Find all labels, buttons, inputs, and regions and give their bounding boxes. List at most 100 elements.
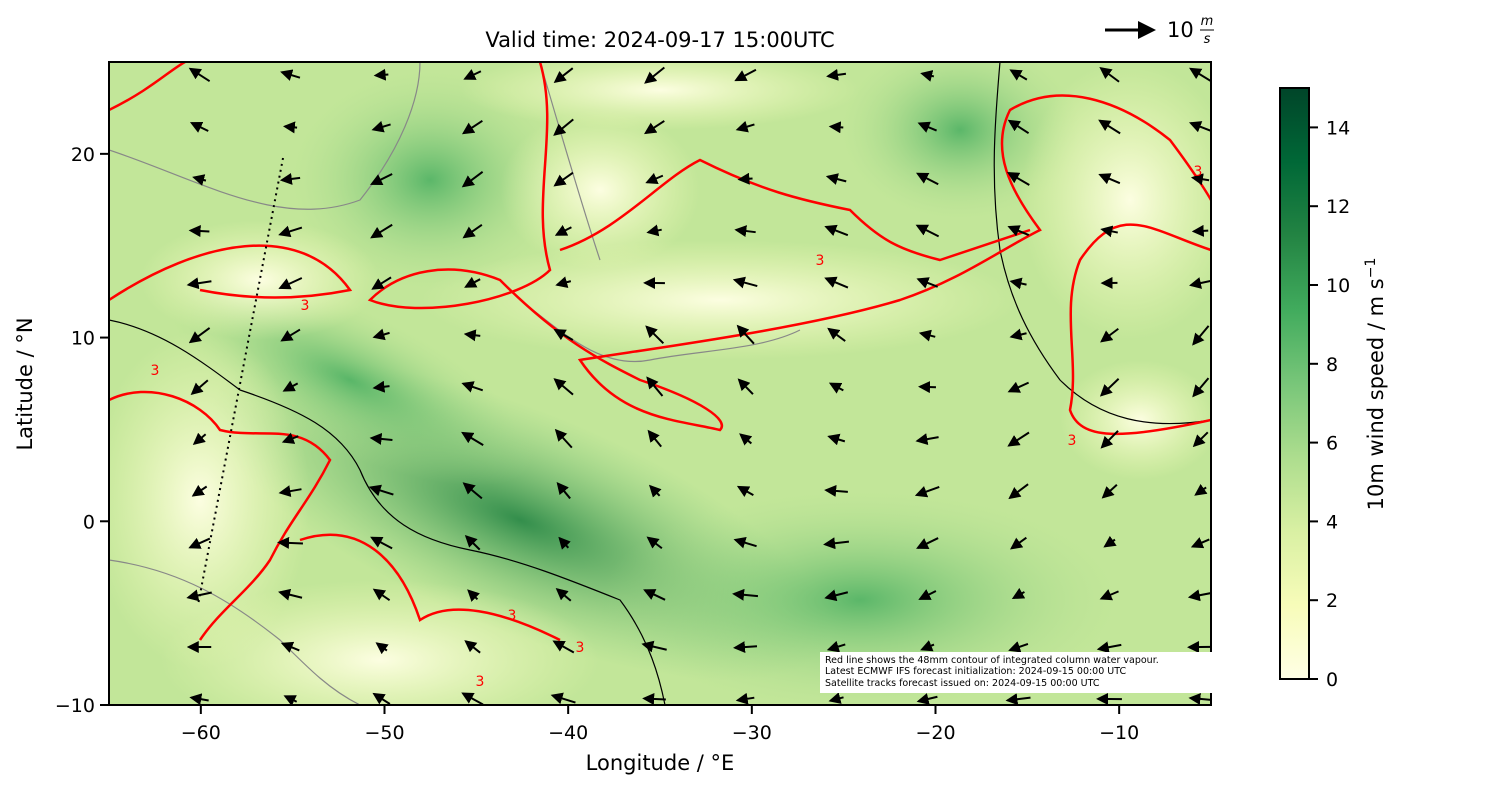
wind-arrow	[918, 329, 936, 342]
wind-arrow	[281, 432, 299, 444]
wind-arrow	[914, 485, 940, 498]
wind-arrow	[826, 68, 847, 81]
wind-arrow	[372, 692, 391, 705]
wind-arrow	[739, 433, 753, 446]
wind-arrow	[186, 589, 212, 602]
wind-arrow	[555, 587, 572, 602]
colorbar-tick-label: 2	[1326, 590, 1338, 612]
wind-arrow	[464, 640, 481, 654]
wind-arrow	[1100, 225, 1118, 238]
wind-arrow	[737, 378, 754, 395]
wind-arrow	[463, 329, 481, 342]
wind-arrow	[644, 66, 665, 84]
wind-arrow	[280, 641, 300, 653]
wind-arrow	[1005, 693, 1031, 705]
wind-arrow	[824, 589, 849, 602]
note-box	[820, 652, 1215, 693]
wind-arrow	[1011, 587, 1026, 600]
contour-label: 3	[816, 253, 825, 269]
wind-arrow	[1008, 483, 1029, 500]
wind-arrow	[555, 276, 572, 288]
wind-arrow	[370, 223, 393, 239]
y-tick-label: 10	[71, 328, 95, 350]
wind-arrow	[734, 225, 756, 237]
wind-arrow	[1099, 378, 1120, 397]
wind-arrow	[282, 121, 298, 134]
wind-arrow	[553, 329, 574, 341]
wind-arrow	[461, 120, 483, 135]
wind-arrow	[825, 173, 847, 185]
wind-arrow	[736, 324, 755, 345]
colorbar-tick-label: 6	[1326, 433, 1338, 455]
colorbar-tick-label: 8	[1326, 354, 1338, 376]
contour-label: 3	[508, 608, 517, 624]
wind-arrow	[1187, 589, 1211, 602]
wind-arrow	[733, 641, 758, 654]
wind-arrow	[558, 536, 571, 550]
x-tick-label: −60	[181, 722, 221, 744]
wind-arrow	[1098, 119, 1121, 135]
wind-arrow	[188, 225, 210, 238]
colorbar-tick-label: 14	[1326, 117, 1350, 139]
wind-arrow	[375, 642, 389, 655]
wind-arrow	[824, 224, 849, 237]
wind-arrow	[915, 433, 939, 446]
wind-arrow	[1101, 484, 1118, 499]
colorbar-tick-label: 4	[1326, 511, 1338, 533]
wind-arrow	[916, 172, 939, 186]
wind-arrow	[1188, 121, 1211, 133]
wind-arrow	[550, 692, 576, 705]
wind-arrow	[553, 67, 574, 84]
wind-arrow	[1192, 325, 1210, 346]
wind-arrow	[280, 69, 301, 81]
wind-arrow	[916, 537, 939, 549]
wind-arrow	[554, 428, 573, 449]
wind-arrow	[1189, 67, 1211, 83]
wind-arrow	[642, 692, 666, 705]
wind-arrow	[827, 433, 846, 446]
x-tick-label: −40	[548, 722, 588, 744]
wind-arrow	[552, 640, 575, 654]
map-field: 3 3 3 3 3 3 3 3	[109, 62, 1211, 705]
wind-arrow	[915, 224, 940, 238]
wind-arrow	[553, 171, 574, 187]
wind-arrow	[369, 432, 393, 445]
wind-arrow	[918, 381, 936, 394]
wind-arrow	[554, 224, 572, 236]
wind-arrow	[278, 588, 303, 601]
wind-arrow	[828, 382, 844, 394]
contour-label: 3	[1068, 433, 1077, 449]
wind-arrow	[186, 277, 212, 290]
chart-title: Valid time: 2024-09-17 15:00UTC	[485, 28, 834, 52]
colorbar	[1279, 87, 1310, 680]
wind-arrow	[916, 277, 939, 289]
wind-arrow	[737, 172, 753, 185]
wind-arrow	[1007, 119, 1030, 135]
note: Red line shows the 48mm contour of integ…	[825, 655, 1159, 666]
x-tick-label: −50	[364, 722, 404, 744]
wind-arrow	[733, 536, 757, 549]
colorbar-label: 10m wind speed / m s−1	[1363, 258, 1388, 511]
wind-arrow	[372, 328, 390, 341]
quiver-key-unit: s	[1204, 32, 1211, 47]
x-tick-label: −30	[732, 722, 772, 744]
wind-arrow	[920, 640, 935, 652]
quiver-key-unit: m	[1201, 14, 1214, 29]
wind-arrow	[1007, 225, 1030, 237]
plot-frame	[108, 61, 1212, 706]
contour-label: 3	[1194, 164, 1203, 180]
wind-arrow	[1009, 69, 1028, 81]
wind-arrow	[280, 328, 301, 342]
wind-arrow	[462, 223, 483, 239]
wind-arrow	[371, 120, 391, 133]
wind-arrow	[278, 277, 303, 290]
wind-arrow	[373, 68, 389, 81]
contour-label: 3	[576, 640, 585, 656]
y-tick-label: 20	[71, 144, 95, 166]
wind-arrow	[189, 693, 209, 705]
wind-arrow	[1008, 641, 1029, 653]
wind-arrow	[189, 121, 209, 133]
wind-arrow	[461, 692, 484, 705]
wind-arrow	[827, 327, 846, 342]
wind-arrow	[1006, 171, 1030, 186]
